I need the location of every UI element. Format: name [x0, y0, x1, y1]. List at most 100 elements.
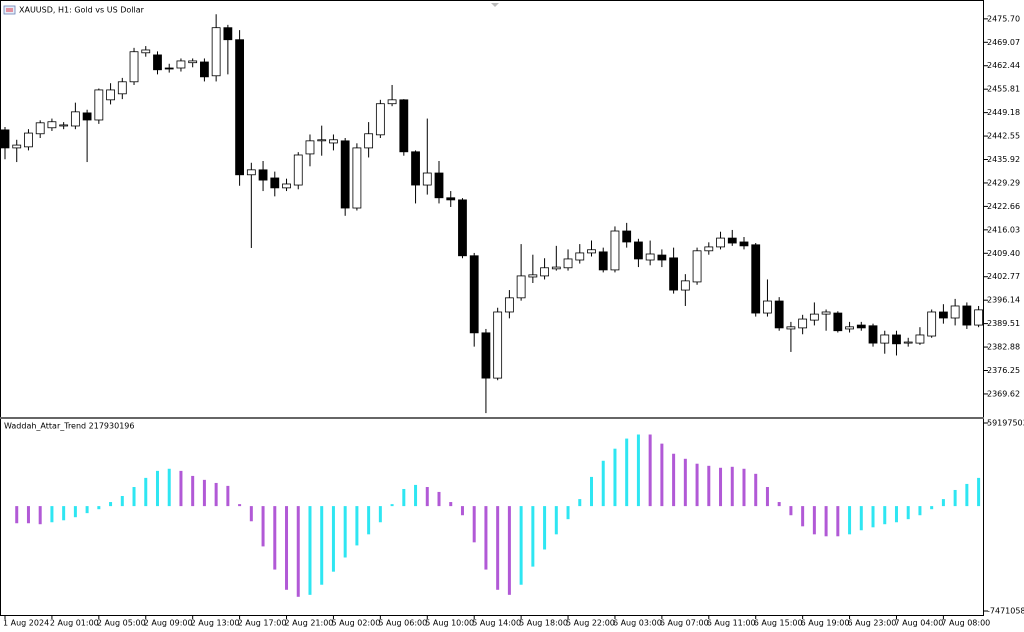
histogram-bar: [660, 443, 664, 507]
histogram-bar: [625, 438, 629, 507]
histogram-bar: [367, 506, 371, 535]
histogram-bar: [238, 504, 242, 507]
histogram-bar: [343, 506, 347, 558]
candle-body: [786, 326, 796, 330]
candle-body: [704, 246, 714, 252]
y-tick-label: 2469.07: [987, 38, 1020, 47]
candle-body: [329, 139, 338, 144]
candle-body: [211, 27, 221, 77]
candle-body: [903, 341, 913, 344]
histogram-bar: [777, 502, 781, 507]
histogram-bar: [801, 506, 805, 527]
candle-body: [598, 251, 608, 271]
x-tick-label: 5 Aug 02:00: [331, 619, 380, 628]
x-tick-label: 5 Aug 22:00: [566, 619, 615, 628]
candle-body: [821, 311, 831, 315]
candle-body: [305, 140, 315, 155]
x-tick-label: 6 Aug 15:00: [754, 619, 803, 628]
histogram-bar: [226, 485, 230, 507]
x-tick-label: 6 Aug 19:00: [801, 619, 850, 628]
candle-body: [809, 313, 819, 321]
candle-body: [188, 60, 198, 64]
candle-body: [434, 172, 444, 199]
y-tick-label: 2409.40: [987, 249, 1020, 258]
candle-body: [575, 252, 585, 261]
histogram-bar: [38, 506, 42, 525]
histogram-bar: [601, 460, 605, 507]
histogram-bar: [765, 487, 769, 507]
candle-body: [751, 244, 761, 314]
histogram-bar: [636, 434, 640, 507]
x-tick-label: 6 Aug 03:00: [613, 619, 662, 628]
candle-body: [59, 124, 69, 127]
histogram-bar: [918, 506, 922, 516]
histogram-bar: [719, 467, 723, 507]
histogram-bar: [812, 506, 816, 535]
candle-body: [106, 89, 115, 101]
indicator-title: Waddah_Attar_Trend 217930196: [4, 422, 134, 431]
candle-body: [516, 275, 526, 299]
candle-body: [939, 311, 948, 319]
y-tick-label: 2422.66: [987, 202, 1020, 211]
candle-body: [481, 332, 491, 379]
candle-body: [117, 81, 127, 95]
y-tick-label: -747105866: [987, 607, 1024, 616]
y-tick-label: 2429.29: [987, 178, 1020, 187]
histogram-bar: [977, 477, 981, 507]
candle-body: [164, 67, 174, 70]
x-tick-label: 2 Aug 01:00: [50, 619, 99, 628]
y-tick-label: 2376.25: [987, 366, 1020, 375]
candle-body: [458, 199, 467, 257]
histogram-bar: [484, 506, 488, 570]
candle-body: [469, 255, 479, 334]
scroll-marker: [491, 3, 499, 7]
x-tick-label: 2 Aug 09:00: [144, 619, 193, 628]
x-tick-label: 5 Aug 18:00: [519, 619, 568, 628]
histogram-bar: [425, 487, 429, 507]
candle-body: [669, 257, 679, 291]
candle-body: [528, 274, 538, 278]
candle-body: [504, 297, 514, 313]
candle-body: [856, 324, 866, 329]
histogram-bar: [543, 506, 547, 550]
histogram-bar: [941, 499, 945, 507]
histogram-bar: [378, 506, 382, 523]
histogram-bar: [754, 473, 758, 507]
histogram-bar: [26, 506, 30, 524]
histogram-bar: [437, 491, 441, 507]
x-tick-label: 5 Aug 14:00: [472, 619, 521, 628]
histogram-bar: [566, 506, 570, 520]
histogram-bar: [144, 477, 148, 507]
histogram-bar: [132, 487, 136, 507]
symbol-icon: [3, 5, 16, 15]
histogram-bar: [789, 506, 793, 516]
x-tick-label: 2 Aug 05:00: [97, 619, 146, 628]
histogram-bar: [296, 506, 300, 597]
candle-body: [422, 172, 432, 186]
y-tick-label: 2462.44: [987, 61, 1020, 70]
y-tick-label: 2416.03: [987, 225, 1020, 234]
candle-body: [340, 140, 350, 209]
candle-body: [129, 51, 139, 83]
candle-body: [845, 326, 854, 330]
histogram-bar: [73, 506, 77, 518]
candle-body: [446, 197, 456, 201]
candle-body: [974, 309, 983, 326]
histogram-bar: [460, 506, 464, 516]
x-tick-label: 6 Aug 23:00: [848, 619, 897, 628]
candle-body: [364, 133, 374, 149]
histogram-bar: [472, 506, 476, 543]
histogram-bar: [496, 506, 500, 590]
candle-body: [551, 266, 561, 270]
candle-body: [35, 122, 45, 135]
y-tick-label: 2402.77: [987, 272, 1020, 281]
candle-body: [739, 241, 749, 247]
histogram-bar: [554, 506, 558, 535]
candle-body: [0, 129, 10, 149]
histogram-bar: [155, 470, 159, 507]
histogram-bar: [742, 468, 746, 507]
candle-body: [610, 230, 620, 271]
candle-body: [645, 253, 655, 261]
histogram-bar: [683, 458, 687, 507]
